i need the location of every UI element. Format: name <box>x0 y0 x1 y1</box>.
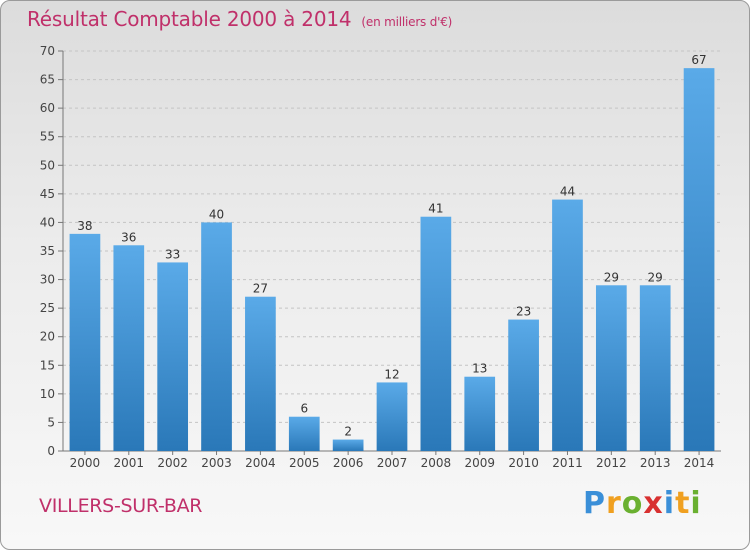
y-tick-label: 0 <box>47 444 55 458</box>
data-label: 13 <box>472 362 487 376</box>
x-tick-label: 2008 <box>421 456 452 470</box>
y-tick-label: 20 <box>40 330 55 344</box>
y-tick-label: 30 <box>40 273 55 287</box>
bar <box>376 382 408 451</box>
x-tick-label: 2014 <box>684 456 715 470</box>
data-label: 38 <box>77 219 92 233</box>
bar <box>683 68 715 452</box>
data-label: 27 <box>253 282 268 296</box>
axes: 0 5 10 15 20 25 30 35 40 45 50 55 60 65 70 2000 2001 2002… <box>40 44 721 470</box>
data-label: 12 <box>384 367 399 381</box>
data-label: 44 <box>560 185 575 199</box>
chart-title-block: Résultat Comptable 2000 à 2014 (en millie… <box>27 7 452 31</box>
data-labels: 38 36 33 40 27 6 2 12 41 13 23 44 29 29 67 <box>77 53 706 438</box>
chart-subtitle: (en milliers d'€) <box>361 15 453 29</box>
y-tick-label: 45 <box>40 187 55 201</box>
bar <box>595 285 627 451</box>
data-label: 29 <box>648 270 663 284</box>
bar <box>508 319 539 451</box>
y-tick-label: 25 <box>40 301 55 315</box>
data-label: 67 <box>691 53 706 67</box>
y-tick-label: 35 <box>40 244 55 258</box>
chart-title: Résultat Comptable 2000 à 2014 <box>27 7 352 31</box>
data-label: 33 <box>165 247 180 261</box>
y-tick-label: 50 <box>40 158 55 172</box>
x-tick-label: 2011 <box>552 456 583 470</box>
bar <box>332 439 364 451</box>
bar <box>69 233 101 451</box>
x-tick-label: 2000 <box>70 456 101 470</box>
data-label: 6 <box>300 402 308 416</box>
data-label: 36 <box>121 230 136 244</box>
bar <box>420 216 452 451</box>
x-tick-label: 2002 <box>157 456 188 470</box>
x-tick-label: 2003 <box>201 456 232 470</box>
x-tick-label: 2012 <box>596 456 627 470</box>
data-label: 23 <box>516 305 531 319</box>
bar <box>552 199 583 451</box>
bar <box>464 376 496 451</box>
y-tick-label: 10 <box>40 387 55 401</box>
x-tick-label: 2005 <box>289 456 320 470</box>
data-label: 2 <box>344 425 352 439</box>
x-tick-label: 2001 <box>114 456 145 470</box>
y-tick-label: 40 <box>40 215 55 229</box>
x-tick-label: 2009 <box>464 456 495 470</box>
bar <box>157 262 189 451</box>
data-label: 40 <box>209 207 224 221</box>
bar <box>639 285 671 451</box>
y-tick-label: 55 <box>40 130 55 144</box>
data-label: 41 <box>428 202 443 216</box>
bar <box>245 296 276 451</box>
bar <box>113 245 145 451</box>
x-tick-label: 2006 <box>333 456 364 470</box>
x-tick-label: 2010 <box>508 456 539 470</box>
y-tick-label: 5 <box>47 415 55 429</box>
x-tick-label: 2013 <box>640 456 671 470</box>
y-tick-label: 15 <box>40 358 55 372</box>
commune-name: VILLERS-SUR-BAR <box>39 495 203 517</box>
x-tick-label: 2007 <box>377 456 408 470</box>
bar <box>288 416 320 451</box>
bar <box>201 222 232 451</box>
y-tick-label: 65 <box>40 73 55 87</box>
proxiti-logo: Proxiti <box>583 486 702 521</box>
data-label: 29 <box>604 270 619 284</box>
x-tick-label: 2004 <box>245 456 276 470</box>
y-tick-label: 70 <box>40 44 55 58</box>
bars <box>69 68 715 452</box>
y-tick-label: 60 <box>40 101 55 115</box>
